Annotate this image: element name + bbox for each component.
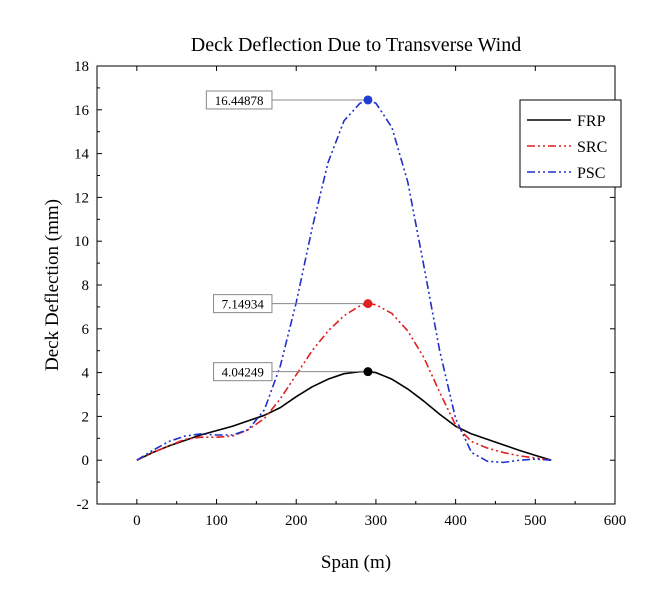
peak-marker — [363, 367, 373, 377]
annotation-box — [205, 90, 273, 110]
x-axis-ticks: 0 100 200 300 400 500 600 — [96, 66, 627, 529]
x-tick-label: 300 — [365, 513, 388, 529]
peak-marker — [363, 95, 373, 105]
series-line-psc — [136, 99, 552, 464]
legend-label-frp: FRP — [577, 113, 606, 130]
series-line-frp — [136, 370, 552, 461]
annotation-label: 7.14934 — [222, 297, 265, 312]
x-tick-label: 100 — [205, 513, 228, 529]
y-tick-label: 4 — [82, 366, 90, 382]
y-tick-label: 8 — [82, 278, 90, 294]
annotation-box — [213, 294, 273, 314]
y-tick-label: -2 — [77, 497, 90, 513]
y-tick-label: 2 — [82, 409, 90, 425]
peak-annotations: 16.44878 7.14934 4.04249 — [205, 90, 373, 382]
x-tick-label: 0 — [133, 513, 141, 529]
x-tick-label: 400 — [444, 513, 467, 529]
y-axis-ticks: -2 0 2 4 6 8 10 12 14 16 18 — [74, 59, 615, 513]
y-tick-label: 6 — [82, 322, 90, 338]
y-tick-label: 0 — [82, 453, 90, 469]
x-axis-label: Span (m) — [321, 552, 391, 573]
plot-area: 0 100 200 300 400 500 600 -2 0 2 4 6 8 10 12 14 16 18 16… — [74, 59, 626, 529]
legend-label-psc: PSC — [577, 165, 605, 182]
peak-marker — [363, 299, 373, 309]
legend-label-src: SRC — [577, 139, 607, 156]
y-tick-label: 12 — [74, 190, 89, 206]
x-tick-label: 500 — [524, 513, 547, 529]
annotation-label: 4.04249 — [222, 365, 264, 380]
series-line-src — [136, 302, 552, 461]
annotation-box — [213, 362, 273, 382]
annotation-label: 16.44878 — [215, 93, 264, 108]
chart-title: Deck Deflection Due to Transverse Wind — [191, 34, 521, 56]
x-tick-label: 600 — [604, 513, 627, 529]
series-lines — [136, 99, 552, 464]
legend: FRP SRC PSC — [519, 99, 622, 188]
y-tick-label: 18 — [74, 59, 89, 75]
x-tick-label: 200 — [285, 513, 308, 529]
y-tick-label: 14 — [74, 147, 90, 163]
y-tick-label: 16 — [74, 103, 90, 119]
y-tick-label: 10 — [74, 234, 89, 250]
y-axis-label: Deck Deflection (mm) — [42, 199, 63, 371]
